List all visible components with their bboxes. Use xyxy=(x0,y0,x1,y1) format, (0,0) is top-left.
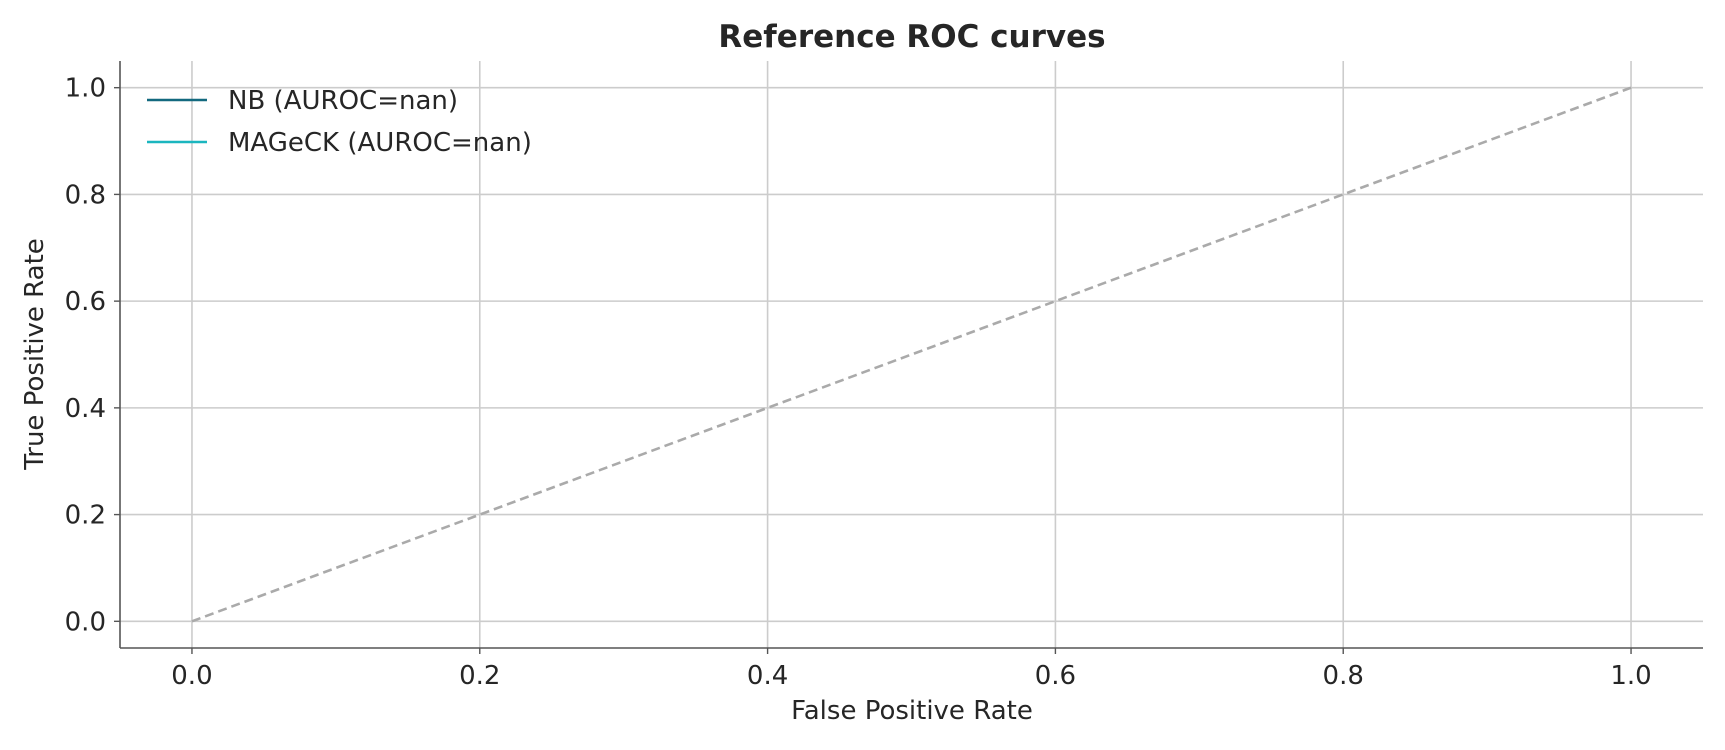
y-tick-label: 1.0 xyxy=(65,74,106,104)
x-tick-label: 0.8 xyxy=(1323,661,1364,691)
y-axis-label: True Positive Rate xyxy=(20,238,50,471)
legend-label-0: NB (AUROC=nan) xyxy=(228,86,458,116)
x-axis-label: False Positive Rate xyxy=(791,696,1033,726)
legend: NB (AUROC=nan) MAGeCK (AUROC=nan) xyxy=(147,86,532,158)
x-tick-label: 0.2 xyxy=(459,661,500,691)
reference-diagonal-line xyxy=(191,86,1632,623)
y-tick-label: 0.8 xyxy=(65,180,106,210)
x-tick-label: 1.0 xyxy=(1610,661,1651,691)
y-tick-label: 0.4 xyxy=(65,394,106,424)
y-tick-label: 0.0 xyxy=(65,607,106,637)
grid-lines xyxy=(120,61,1703,648)
chart-title: Reference ROC curves xyxy=(718,19,1105,55)
axes xyxy=(119,61,1703,649)
y-tick-label: 0.6 xyxy=(65,287,106,317)
legend-label-1: MAGeCK (AUROC=nan) xyxy=(228,128,532,158)
plot-area xyxy=(191,86,1632,623)
x-tick-label: 0.4 xyxy=(747,661,788,691)
tick-labels: 0.0 0.2 0.4 0.6 0.8 1.0 0.0 0.2 0.4 0.6 0.8 1.0 xyxy=(65,74,1652,691)
x-tick-label: 0.0 xyxy=(171,661,212,691)
y-tick-label: 0.2 xyxy=(65,501,106,531)
x-tick-label: 0.6 xyxy=(1035,661,1076,691)
